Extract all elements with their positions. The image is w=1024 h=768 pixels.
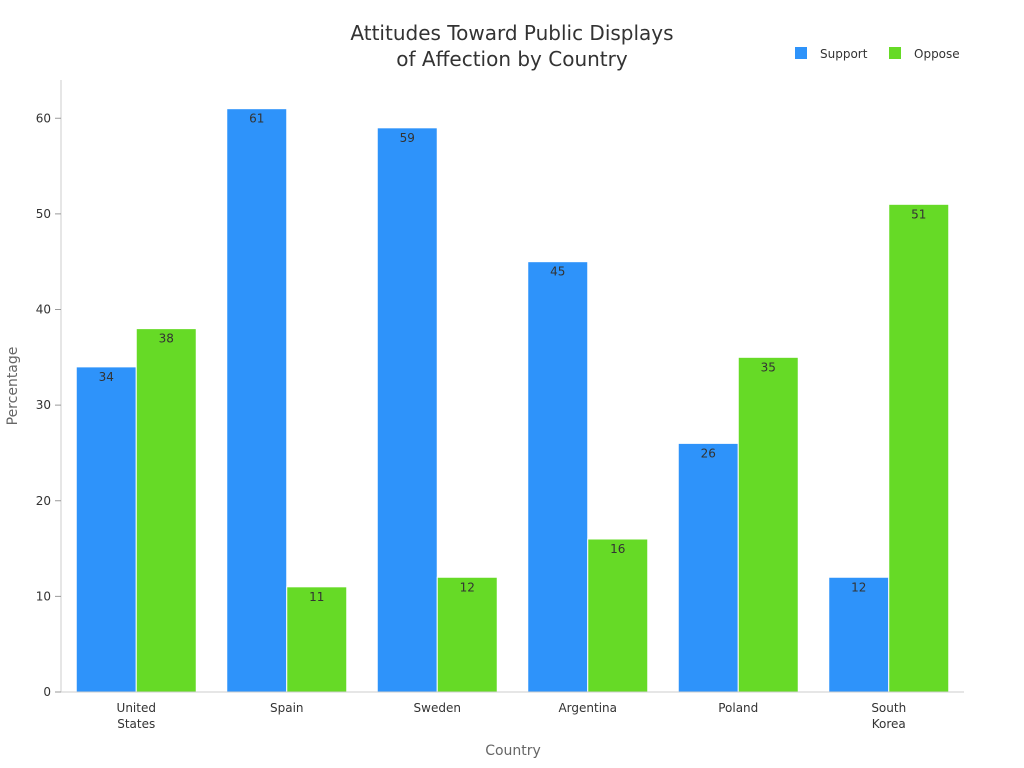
bar-support-3 [527, 261, 589, 693]
bar-oppose-2 [436, 576, 498, 693]
data-label-oppose-1: 11 [309, 590, 324, 604]
bar-support-1 [226, 108, 288, 693]
data-label-support-4: 26 [701, 446, 716, 460]
legend-swatch-oppose [889, 47, 901, 59]
bar-oppose-1 [286, 586, 348, 693]
data-label-support-1: 61 [249, 112, 264, 126]
data-label-support-5: 12 [851, 580, 866, 594]
data-label-support-3: 45 [550, 265, 565, 279]
x-tick-label-1: Spain [270, 701, 304, 715]
x-tick-label-0: United States [117, 701, 156, 731]
x-tick-label-3: Argentina [558, 701, 617, 715]
x-axis-title: Country [485, 743, 541, 759]
y-tick-label-20: 20 [36, 494, 51, 508]
data-labels: 34 38 61 11 59 12 45 16 26 35 12 51 [99, 112, 927, 604]
data-label-oppose-4: 35 [761, 360, 776, 374]
x-tick-label-2: Sweden [414, 701, 461, 715]
legend-label-support: Support [820, 47, 868, 61]
legend-item-support: Support [795, 47, 868, 61]
x-tick-label-5: South Korea [871, 701, 906, 731]
bar-support-2 [376, 127, 438, 693]
legend-item-oppose: Oppose [889, 47, 960, 61]
bar-support-0 [75, 366, 137, 693]
legend-label-oppose: Oppose [914, 47, 960, 61]
chart-title: Attitudes Toward Public Displays of Affe… [350, 21, 673, 71]
axes: 0 10 20 30 40 50 60 United States Spain Sweden Arge… [36, 80, 964, 731]
bar-oppose-5 [888, 203, 950, 693]
y-tick-label-50: 50 [36, 207, 51, 221]
legend: Support Oppose [795, 47, 960, 61]
data-label-oppose-2: 12 [460, 580, 475, 594]
bar-oppose-0 [135, 328, 197, 693]
y-axis-title: Percentage [5, 347, 21, 426]
y-tick-label-30: 30 [36, 398, 51, 412]
data-label-oppose-0: 38 [159, 332, 174, 346]
bar-support-4 [677, 442, 739, 693]
y-tick-label-0: 0 [43, 685, 51, 699]
data-label-support-2: 59 [400, 131, 415, 145]
chart-title-line-1: Attitudes Toward Public Displays [350, 21, 673, 45]
y-tick-label-60: 60 [36, 111, 51, 125]
data-label-support-0: 34 [99, 370, 114, 384]
y-tick-label-40: 40 [36, 303, 51, 317]
legend-swatch-support [795, 47, 807, 59]
bars [75, 108, 950, 693]
data-label-oppose-5: 51 [911, 207, 926, 221]
bar-oppose-4 [737, 356, 799, 693]
bar-support-5 [828, 576, 890, 693]
data-label-oppose-3: 16 [610, 542, 625, 556]
chart-title-line-2: of Affection by Country [396, 47, 628, 71]
bar-oppose-3 [587, 538, 649, 693]
y-tick-label-10: 10 [36, 589, 51, 603]
x-tick-label-4: Poland [718, 701, 758, 715]
